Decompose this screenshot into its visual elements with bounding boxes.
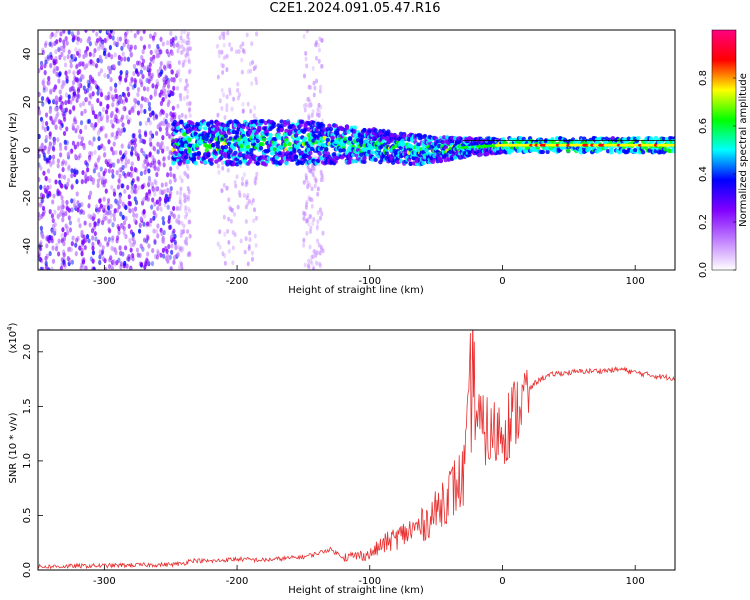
snr-y-axis: 0.0 0.5 1.0 1.5 2.0: [22, 344, 43, 578]
y-tick-label: 2.0: [22, 344, 33, 360]
colorbar-ticks: 0.0 0.2 0.4 0.6 0.8: [698, 70, 736, 278]
x-tick-label: 100: [626, 576, 645, 587]
y-tick-label: -20: [22, 190, 33, 206]
spectrogram-x-label: Height of straight line (km): [288, 285, 424, 296]
snr-series-line: [38, 330, 675, 570]
colorbar-tick-label: 0.4: [698, 166, 709, 182]
colorbar-tick-label: 0.8: [698, 70, 709, 86]
snr-x-label: Height of straight line (km): [288, 585, 424, 596]
snr-multiplier-label: (x104): [6, 322, 19, 353]
snr-panel: -300 -200 -100 0 100 0.0 0.5 1.0 1.5 2.0 Height …: [6, 322, 676, 596]
snr-y-label: SNR (10 * v/v): [8, 412, 19, 483]
x-tick-label: 0: [499, 276, 505, 287]
colorbar-tick-label: 0.2: [698, 214, 709, 230]
y-tick-label: 0.0: [22, 562, 33, 578]
x-tick-label: -200: [226, 576, 249, 587]
spectrogram-image: [38, 30, 675, 270]
x-tick-label: -300: [93, 576, 116, 587]
snr-frame: [37, 329, 676, 571]
colorbar-label: Normalized spectral amplitude: [738, 73, 749, 227]
spectrogram-x-axis: -300 -200 -100 0 100: [93, 265, 645, 287]
x-tick-label: 100: [626, 276, 645, 287]
snr-x-axis: -300 -200 -100 0 100: [93, 565, 645, 587]
colorbar-tick-label: 0.6: [698, 118, 709, 134]
colorbar: 0.0 0.2 0.4 0.6 0.8 Normalized spectral ampl…: [698, 29, 749, 278]
x-tick-label: -300: [93, 276, 116, 287]
colorbar-tick-label: 0.0: [698, 262, 709, 278]
x-tick-label: -100: [358, 576, 381, 587]
spectrogram-y-axis: -40 -20 0 20 40: [22, 48, 43, 254]
y-tick-label: 20: [22, 96, 33, 109]
y-tick-label: -40: [22, 238, 33, 254]
y-tick-label: 0.5: [22, 508, 33, 524]
spectrogram-y-label: Frequency (Hz): [8, 112, 19, 188]
figure-title: C2E1.2024.091.05.47.R16: [269, 1, 441, 16]
y-tick-label: 40: [22, 48, 33, 61]
x-tick-label: 0: [499, 576, 505, 587]
y-tick-label: 0: [22, 147, 33, 153]
y-tick-label: 1.5: [22, 398, 33, 414]
x-tick-label: -200: [226, 276, 249, 287]
x-tick-label: -100: [358, 276, 381, 287]
colorbar-scale: [711, 29, 737, 271]
y-tick-label: 1.0: [22, 453, 33, 469]
